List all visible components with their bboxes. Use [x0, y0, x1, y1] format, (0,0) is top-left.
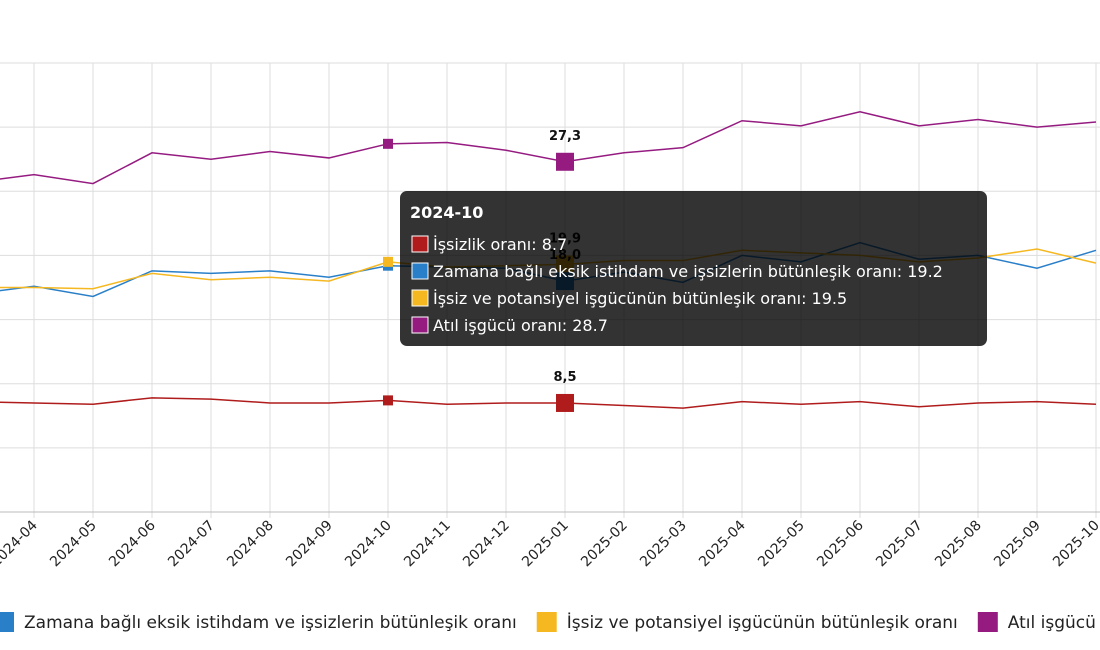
x-tick-label: 2024-11	[401, 518, 454, 571]
series-line-1	[0, 397, 1097, 409]
legend-swatch[interactable]	[0, 612, 14, 632]
tooltip-title: 2024-10	[410, 203, 483, 222]
data-label: 8,5	[553, 370, 576, 385]
x-tick-label: 2025-05	[755, 518, 808, 571]
x-tick-label: 2025-06	[814, 517, 867, 570]
data-point-marker	[556, 152, 574, 171]
chart-legend[interactable]: Zamana bağlı eksik istihdam ve işsizleri…	[0, 612, 1100, 633]
hover-marker	[383, 138, 393, 149]
data-label: 27,3	[549, 129, 581, 144]
data-point-marker	[556, 393, 574, 412]
x-tick-label: 2025-04	[696, 517, 749, 570]
x-tick-label: 2024-10	[342, 518, 395, 571]
tooltip-line: İşsizlik oranı: 8.7	[433, 235, 567, 254]
x-tick-label: 2024-09	[283, 518, 336, 571]
x-tick-label: 2024-06	[106, 517, 159, 570]
x-tick-label: 2025-03	[637, 518, 690, 571]
legend-swatch[interactable]	[977, 612, 998, 632]
tooltip-swatch	[411, 289, 429, 307]
x-tick-label: 2024-05	[47, 518, 100, 571]
tooltip-line: Atıl işgücü oranı: 28.7	[433, 316, 608, 335]
tooltip-swatch	[411, 316, 429, 334]
x-tick-label: 2024-08	[224, 518, 277, 571]
hover-marker	[383, 256, 393, 267]
x-tick-label: 2024-07	[165, 518, 218, 571]
x-tick-label: 2025-07	[873, 518, 926, 571]
x-tick-label: 2025-01	[519, 518, 572, 571]
tooltip-swatch	[411, 262, 429, 280]
series-line-4	[0, 110, 1097, 185]
tooltip-line: Zamana bağlı eksik istihdam ve işsizleri…	[433, 262, 943, 281]
x-tick-label: 2024-04	[0, 517, 41, 570]
chart-tooltip: 2024-10 İşsizlik oranı: 8.7 Zamana bağlı e…	[400, 191, 987, 346]
x-tick-label: 2025-08	[932, 518, 985, 571]
legend-item-label[interactable]: Zamana bağlı eksik istihdam ve işsizleri…	[24, 613, 517, 633]
legend-item-label[interactable]: İşsiz ve potansiyel işgücünün bütünleşik…	[567, 612, 958, 633]
x-tick-label: 2025-02	[578, 518, 631, 571]
x-axis-tick-labels: 2024-04 2024-05 2024-06 2024-07 2024-08 2024-…	[0, 517, 1100, 570]
tooltip-swatch	[411, 235, 429, 253]
x-tick-label: 2025-09	[991, 518, 1044, 571]
hover-marker	[383, 395, 393, 406]
tooltip-line: İşsiz ve potansiyel işgücünün bütünleşik…	[433, 289, 847, 308]
tooltip-box	[400, 191, 987, 346]
x-tick-label: 2025-10	[1050, 518, 1100, 571]
legend-item-label[interactable]: Atıl işgücü oranı	[1008, 613, 1100, 633]
x-tick-label: 2024-12	[460, 518, 513, 571]
legend-swatch[interactable]	[536, 612, 557, 632]
